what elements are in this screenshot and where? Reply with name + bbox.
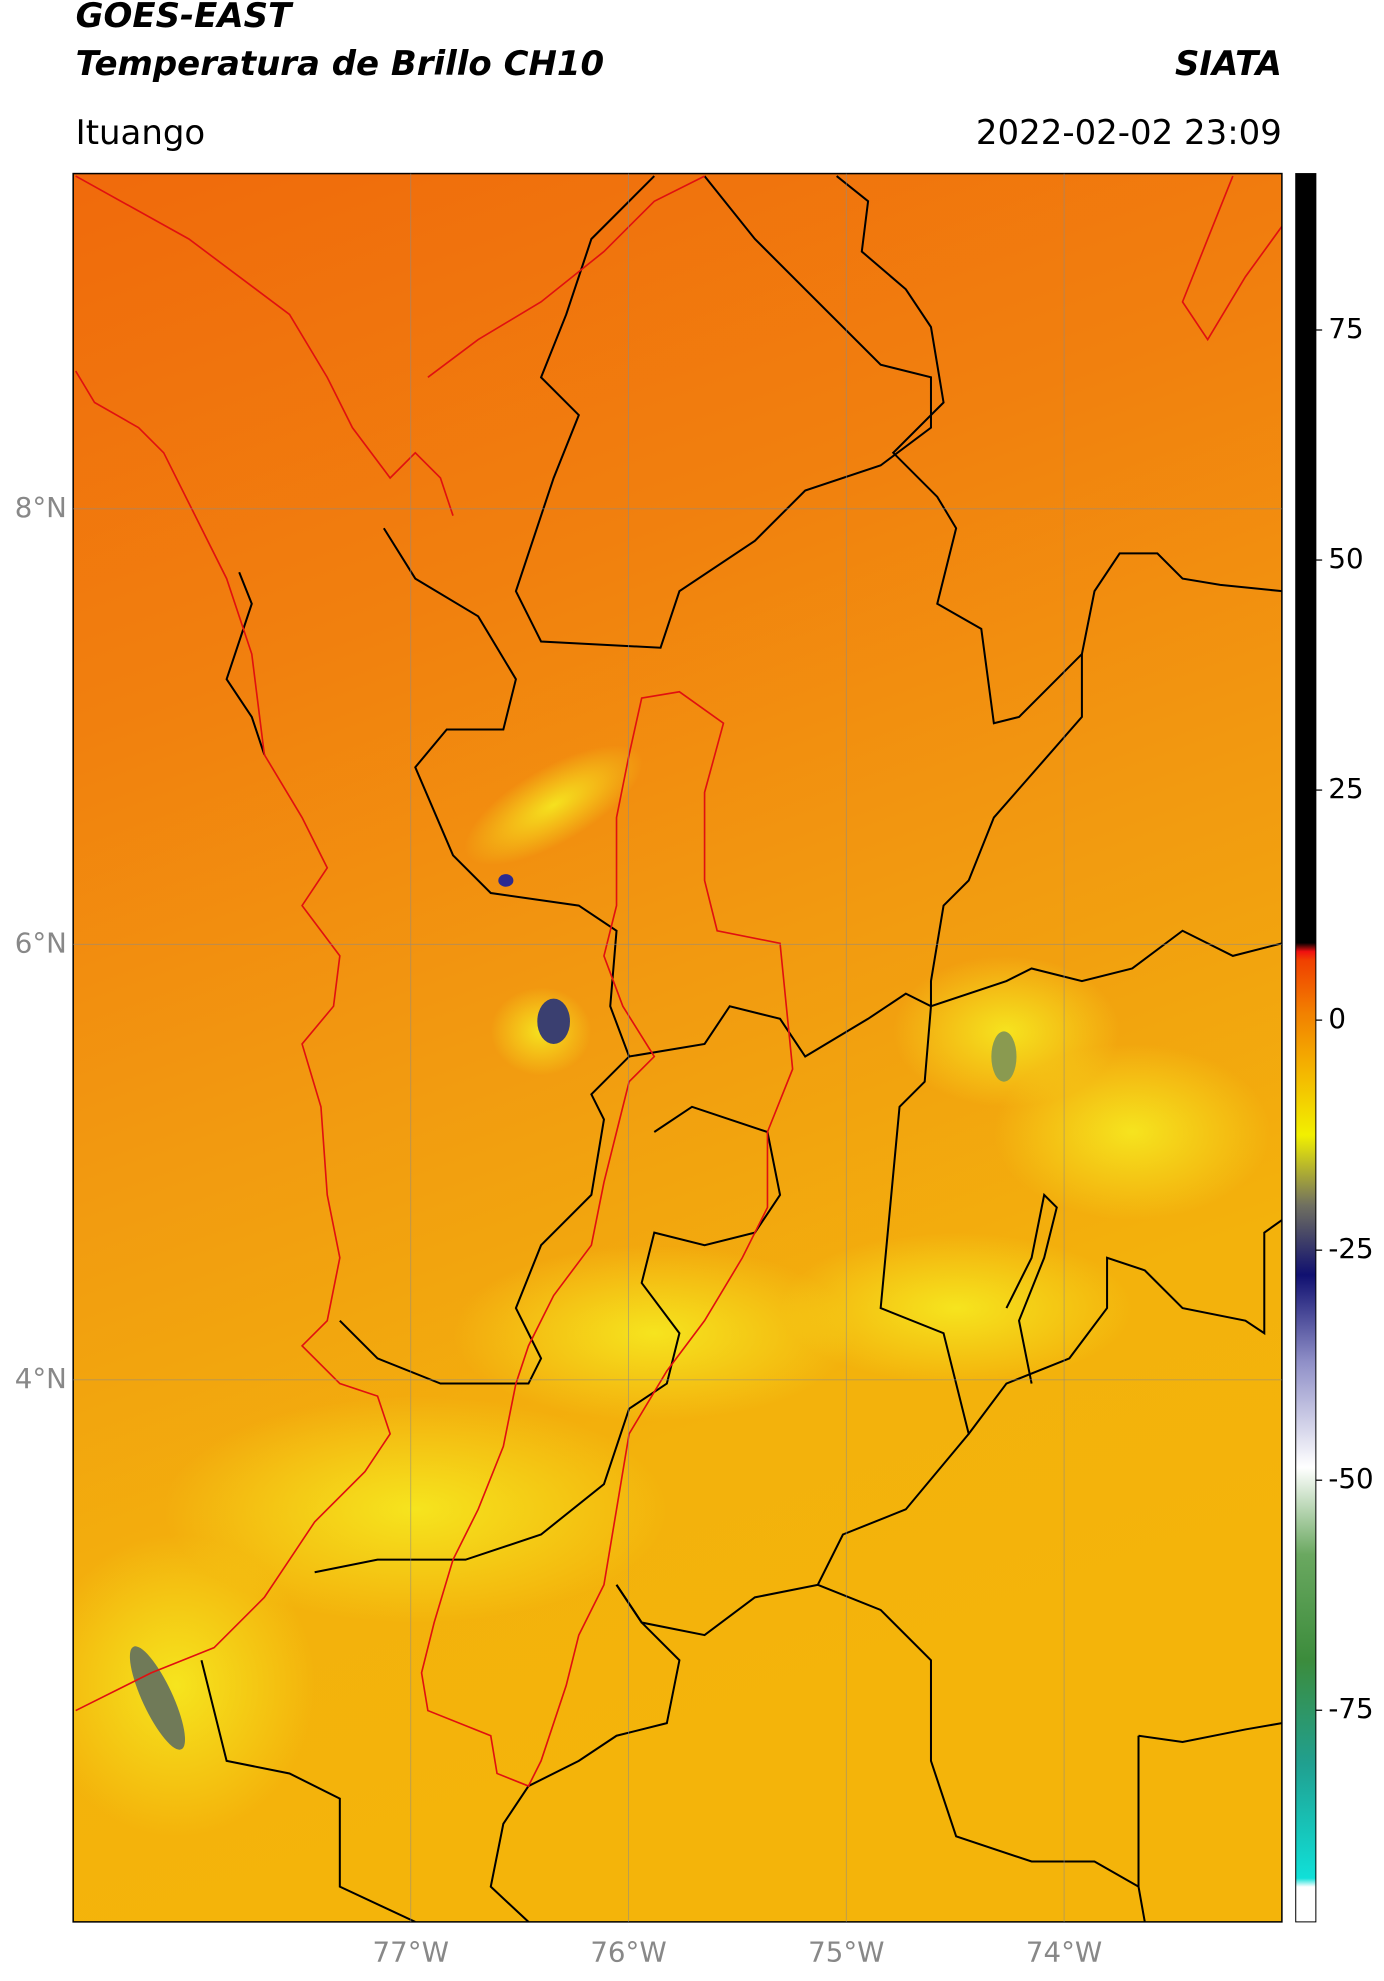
- colorbar-tick-label: 75: [1328, 312, 1363, 345]
- coastline: [74, 175, 1282, 1788]
- colorbar-tick-label: 25: [1328, 772, 1363, 805]
- source: SIATA: [1175, 44, 1282, 84]
- y-tick-label: 8°N: [15, 491, 67, 524]
- colorbar-tick-label: 50: [1328, 542, 1363, 575]
- colorbar-tick-label: -75: [1328, 1692, 1373, 1725]
- colorbar-tick-label: -25: [1328, 1232, 1373, 1265]
- x-tick-label: 75°W: [808, 1935, 884, 1968]
- y-tick-label: 4°N: [15, 1362, 67, 1395]
- timestamp: 2022-02-02 23:09: [976, 113, 1282, 153]
- x-tick-label: 77°W: [373, 1935, 449, 1968]
- y-tick-label: 6°N: [15, 926, 67, 959]
- subtitle: Temperatura de Brillo CH10: [76, 44, 604, 84]
- location: Ituango: [76, 113, 206, 153]
- x-tick-label: 76°W: [590, 1935, 666, 1968]
- title: GOES-EAST: [76, 0, 294, 36]
- colorbar-tick-label: -50: [1328, 1462, 1373, 1495]
- x-tick-label: 74°W: [1026, 1935, 1102, 1968]
- map: [73, 173, 1282, 1922]
- colorbar: [1295, 173, 1317, 1923]
- borders: [200, 175, 1282, 1922]
- cloud-features: [73, 744, 1271, 1837]
- colorbar-tick-label: 0: [1328, 1002, 1346, 1035]
- map-frame: [72, 172, 1283, 1923]
